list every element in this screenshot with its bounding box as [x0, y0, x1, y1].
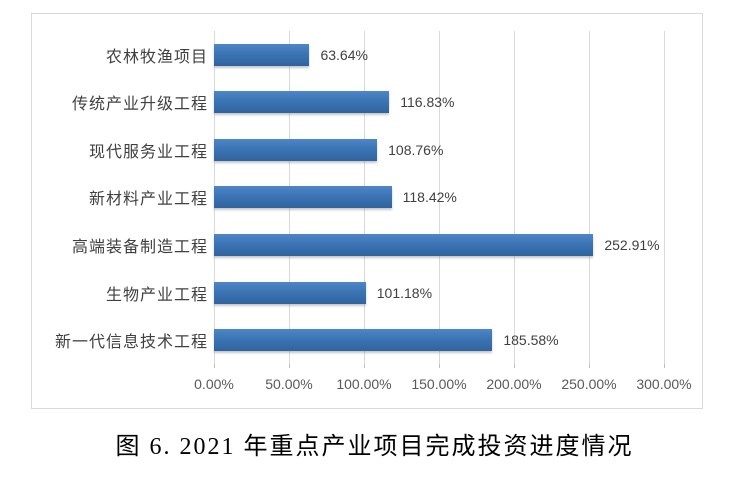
category-label: 新材料产业工程	[88, 191, 208, 209]
bar-track: 116.83%	[214, 79, 664, 127]
bar-track: 101.18%	[214, 269, 664, 317]
value-label: 116.83%	[400, 94, 455, 111]
value-label: 63.64%	[320, 46, 368, 63]
bar	[214, 138, 378, 161]
chart-row: 高端装备制造工程 252.91%	[32, 221, 702, 269]
chart-row: 农林牧渔项目 63.64%	[32, 31, 702, 79]
value-label: 101.18%	[376, 284, 433, 301]
category-label: 传统产业升级工程	[71, 96, 208, 114]
axis-tick	[664, 364, 665, 368]
category-label: 新一代信息技术工程	[54, 334, 208, 352]
figure-caption: 图 6. 2021 年重点产业项目完成投资进度情况	[115, 434, 634, 460]
chart-row: 现代服务业工程 108.76%	[32, 126, 702, 174]
axis-tick	[589, 364, 590, 368]
value-label: 252.91%	[604, 237, 660, 254]
x-axis-tick-label: 0.00%	[194, 376, 234, 392]
bar-track: 252.91%	[214, 221, 664, 269]
axis-tick	[214, 364, 215, 368]
bar-track: 108.76%	[214, 126, 664, 174]
x-axis-tick-label: 100.00%	[336, 376, 392, 392]
x-axis-tick-label: 300.00%	[636, 376, 692, 392]
chart-row: 新一代信息技术工程 185.58%	[32, 316, 702, 364]
value-label: 118.42%	[402, 189, 457, 206]
category-label: 现代服务业工程	[88, 143, 208, 161]
bar	[214, 234, 594, 257]
bar-chart: 农林牧渔项目 63.64% 传统产业升级工程 116.83% 现代服务业工程 108.76…	[31, 13, 703, 409]
bar	[214, 91, 390, 114]
category-label: 生物产业工程	[105, 286, 208, 304]
x-axis-tick-label: 150.00%	[411, 376, 467, 392]
axis-tick	[514, 364, 515, 368]
bar	[214, 329, 493, 352]
value-label: 108.76%	[388, 141, 444, 158]
bar	[214, 186, 392, 209]
bar-track: 63.64%	[214, 31, 664, 79]
bar	[214, 281, 366, 304]
chart-row: 生物产业工程 101.18%	[32, 269, 702, 317]
x-axis-tick-label: 200.00%	[486, 376, 542, 392]
bar-track: 185.58%	[214, 316, 664, 364]
gridline	[664, 31, 665, 364]
axis-tick	[439, 364, 440, 368]
gridline	[514, 31, 515, 364]
axis-tick	[289, 364, 290, 368]
axis-tick	[364, 364, 365, 368]
chart-row: 传统产业升级工程 116.83%	[32, 79, 702, 127]
x-axis-tick-label: 250.00%	[561, 376, 617, 392]
category-label: 高端装备制造工程	[71, 239, 208, 257]
gridline	[589, 31, 590, 364]
category-label: 农林牧渔项目	[105, 48, 208, 66]
bar-track: 118.42%	[214, 174, 664, 222]
chart-row: 新材料产业工程 118.42%	[32, 174, 702, 222]
bar	[214, 43, 310, 66]
gridline	[439, 31, 440, 364]
value-label: 185.58%	[503, 332, 559, 349]
x-axis-tick-label: 50.00%	[265, 376, 313, 392]
